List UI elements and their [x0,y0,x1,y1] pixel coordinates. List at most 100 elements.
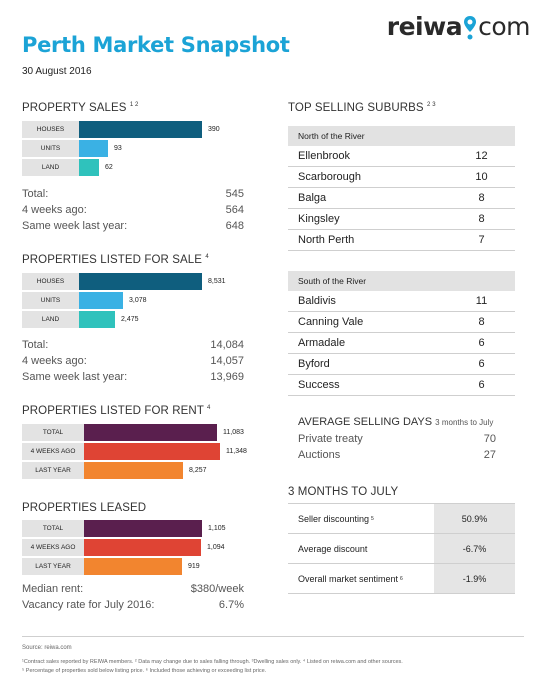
bar-value-label: 1,094 [207,544,225,551]
bar-label: LAST YEAR [22,462,84,479]
bar-label: TOTAL [22,424,84,441]
suburb-row: Byford 6 [288,354,515,375]
bar-value-label: 93 [114,145,122,152]
bar-row: LAND 2,475 [22,311,139,328]
stat-label: Median rent: [22,583,84,595]
selling-days-row: Auctions 27 [298,449,496,461]
bar-label: 4 WEEKS AGO [22,539,84,556]
suburb-sales-count: 8 [478,213,485,225]
bar-label: UNITS [22,292,79,309]
stat-value: 6.7% [218,599,244,611]
metric-label: Overall market sentiment 6 [298,573,403,584]
bar-label: HOUSES [22,273,79,290]
bar-value-label: 11,348 [226,448,247,455]
table-top-rule [288,503,515,504]
reiwa-logo[interactable]: reiwa com [386,12,531,42]
suburb-sales-count: 8 [478,316,485,328]
stat-value: 648 [225,220,244,232]
metric-footnote-ref: 6 [400,575,403,582]
stat-label: Vacancy rate for July 2016: [22,599,155,611]
metric-value: 50.9% [434,504,515,533]
suburb-name: Armadale [298,337,346,349]
bar-row: LAND 62 [22,159,113,176]
stat-row: 4 weeks ago: 564 [22,204,244,216]
bar-row: 4 WEEKS AGO 11,348 [22,443,247,460]
stat-label: Total: [22,339,49,351]
suburb-name: Byford [298,358,330,370]
bar-value-label: 2,475 [121,316,139,323]
selling-days-value: 27 [483,449,496,461]
stat-row: Same week last year: 648 [22,220,244,232]
properties-leased-title: PROPERTIES LEASED [22,502,147,514]
bar-row: LAST YEAR 8,257 [22,462,207,479]
logo-wordmark: reiwa [386,12,463,41]
stat-label: Same week last year: [22,371,128,383]
suburb-name: Success [298,379,340,391]
property-sales-title: PROPERTY SALES 1 2 [22,102,139,114]
bar [84,520,202,537]
metric-label: Seller discounting 5 [298,513,374,524]
metric-value: -1.9% [434,564,515,593]
bar-value-label: 62 [105,164,113,171]
stat-row: 4 weeks ago: 14,057 [22,355,244,367]
bar-row: HOUSES 8,531 [22,273,226,290]
stat-row: Vacancy rate for July 2016: 6.7% [22,599,244,611]
bar [84,462,183,479]
north-of-river-heading: North of the River [288,126,515,146]
stat-row: Median rent: $380/week [22,583,244,595]
bar [79,121,202,138]
selling-days-row: Private treaty 70 [298,433,496,445]
suburb-row: Ellenbrook 12 [288,146,515,167]
suburb-row: Scarborough 10 [288,167,515,188]
source-note: Source: reiwa.com [22,645,72,651]
top-suburbs-title: TOP SELLING SUBURBS 2 3 [288,102,436,114]
bar-label: 4 WEEKS AGO [22,443,84,460]
bar-label: TOTAL [22,520,84,537]
market-metric-row: Seller discounting 5 50.9% [288,504,515,534]
suburb-name: North Perth [298,234,355,246]
bar-label: LAND [22,159,79,176]
suburb-sales-count: 7 [478,234,485,246]
stat-row: Total: 14,084 [22,339,244,351]
suburb-row: Kingsley 8 [288,209,515,230]
bar-label: HOUSES [22,121,79,138]
suburb-sales-count: 12 [475,150,488,162]
bar-row: TOTAL 1,105 [22,520,226,537]
avg-selling-days-title: AVERAGE SELLING DAYS 3 months to July [298,416,494,428]
bar-label: UNITS [22,140,79,157]
stat-value: $380/week [190,583,244,595]
bar [84,424,217,441]
suburb-name: Baldivis [298,295,336,307]
suburb-row: North Perth 7 [288,230,515,251]
suburb-name: Canning Vale [298,316,364,328]
bar-row: TOTAL 11,083 [22,424,244,441]
stat-label: Total: [22,188,49,200]
bar-value-label: 11,083 [223,429,244,436]
suburb-row: Canning Vale 8 [288,312,515,333]
bar [79,159,99,176]
stat-row: Same week last year: 13,969 [22,371,244,383]
bar [84,443,220,460]
selling-days-label: Private treaty [298,433,363,445]
market-metric-row: Average discount -6.7% [288,534,515,564]
bar-row: 4 WEEKS AGO 1,094 [22,539,225,556]
listed-for-rent-title: PROPERTIES LISTED FOR RENT 4 [22,405,211,417]
stat-value: 13,969 [210,371,244,383]
logo-suffix: com [478,12,530,41]
bar-value-label: 8,531 [208,278,226,285]
bar-value-label: 390 [208,126,220,133]
suburb-sales-count: 6 [478,379,485,391]
suburb-sales-count: 8 [478,192,485,204]
bar-value-label: 919 [188,563,200,570]
report-date: 30 August 2016 [22,66,92,77]
listed-for-sale-title: PROPERTIES LISTED FOR SALE 4 [22,254,209,266]
suburb-sales-count: 6 [478,337,485,349]
suburb-row: Baldivis 11 [288,291,515,312]
suburb-name: Scarborough [298,171,361,183]
bar-value-label: 3,078 [129,297,147,304]
suburb-row: Success 6 [288,375,515,396]
footer-divider [22,636,524,637]
metric-value: -6.7% [434,534,515,563]
bar-row: UNITS 93 [22,140,122,157]
bar [79,292,123,309]
